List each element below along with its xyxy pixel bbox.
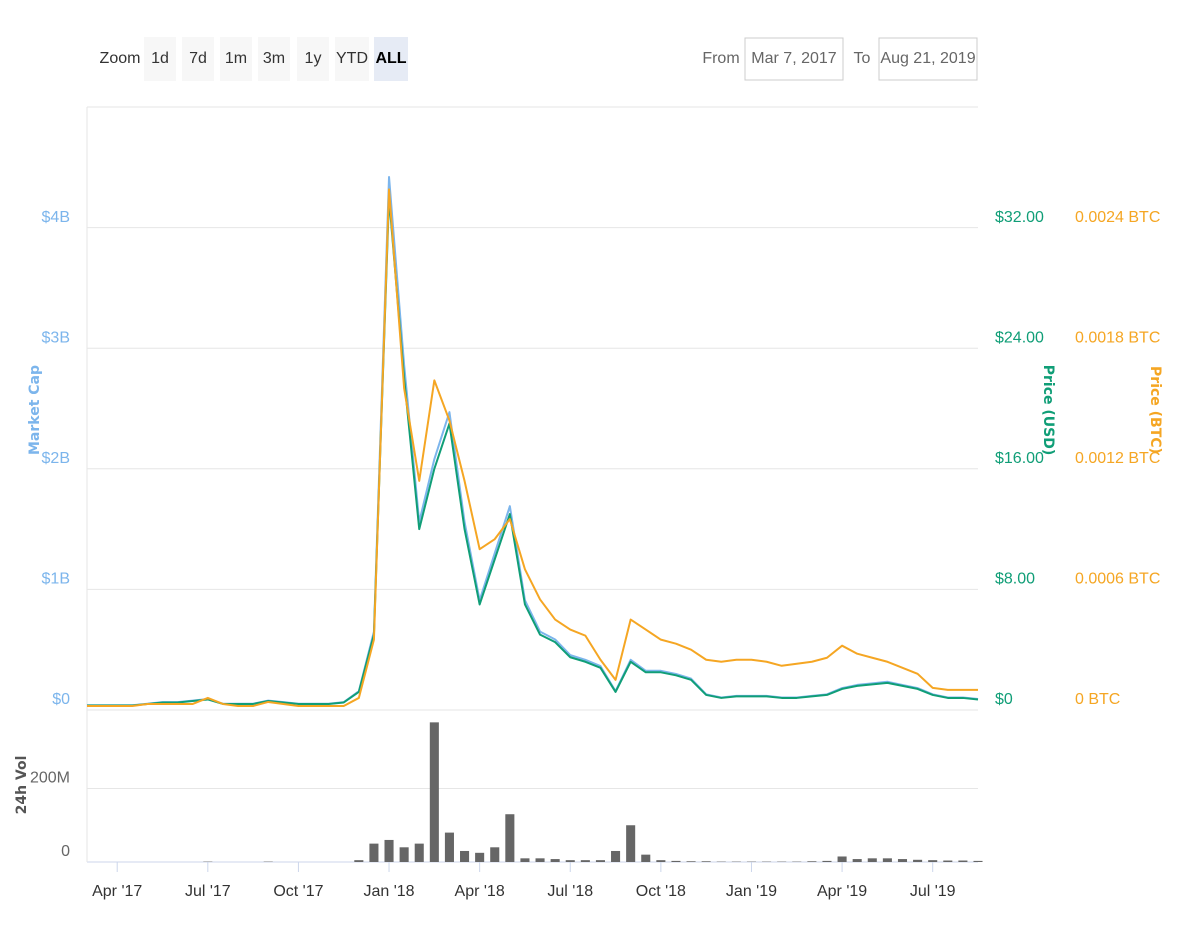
volume-bar <box>701 861 711 862</box>
y-tick-label: $4B <box>42 209 70 226</box>
zoom-button-label[interactable]: 1y <box>305 50 322 67</box>
zoom-button-label[interactable]: 1d <box>151 50 169 67</box>
zoom-button[interactable] <box>182 37 214 81</box>
y3-tick-label: 0.0024 BTC <box>1075 209 1160 226</box>
series-line <box>87 188 978 707</box>
volume-bar <box>882 858 892 862</box>
axis-title: Market Cap <box>27 365 43 455</box>
volume-bar <box>897 859 908 862</box>
volume-bar <box>354 860 364 862</box>
y3-tick-label: 0.0012 BTC <box>1075 450 1160 467</box>
volume-bar <box>460 850 470 862</box>
volume-bar <box>852 859 862 862</box>
volume-bar <box>928 860 938 862</box>
volume-bar <box>535 858 545 862</box>
labels: $0 $1B $2B $3B $4B $0 $8.00 $16.00 $24.00 $32.00 0… <box>14 209 1163 900</box>
axis-title: Price (BTC) <box>1147 366 1163 454</box>
volume-bar <box>399 847 409 862</box>
y3-tick-label: 0 BTC <box>1075 691 1120 708</box>
volume-bar <box>656 860 666 862</box>
volume-bar <box>565 860 575 862</box>
y-tick-label: $1B <box>42 571 70 588</box>
volume-bar <box>958 860 968 862</box>
axis-title: Price (USD) <box>1040 365 1056 456</box>
volume-bar <box>475 852 485 862</box>
y-tick-label: $0 <box>52 691 70 708</box>
controls: Zoom 1d 7d 1m 3m 1y YTD ALL From Mar 7, 2017 To Aug… <box>100 37 978 81</box>
zoom-button-label[interactable]: YTD <box>336 50 368 67</box>
x-tick-label: Jul '18 <box>547 883 593 900</box>
volume-bar <box>595 860 605 862</box>
to-input[interactable] <box>878 37 978 81</box>
volume-bar <box>429 722 439 862</box>
volume-bar <box>444 832 454 862</box>
volume-bar <box>414 843 424 862</box>
volume-bar <box>973 860 983 862</box>
volume-bar <box>686 861 696 862</box>
zoom-button[interactable] <box>297 37 329 81</box>
y-tick-label: $2B <box>42 450 70 467</box>
x-tick-label: Jul '19 <box>910 883 956 900</box>
volume-bar <box>867 858 877 862</box>
volume-bar <box>943 860 953 862</box>
volume-bar <box>807 861 817 862</box>
volume-bar <box>384 839 394 862</box>
to-label: To <box>854 50 871 67</box>
zoom-button-label[interactable]: 7d <box>189 50 207 67</box>
y2-tick-label: $32.00 <box>995 209 1044 226</box>
from-input[interactable] <box>744 37 844 81</box>
zoom-button[interactable] <box>220 37 252 81</box>
volume-bar <box>822 860 832 862</box>
x-tick-label: Jan '19 <box>726 883 777 900</box>
x-tick-label: Oct '18 <box>636 883 686 900</box>
volume-bar <box>520 858 530 862</box>
volume-bar <box>505 814 515 862</box>
series-line <box>87 175 979 707</box>
zoom-label: Zoom <box>100 50 141 67</box>
zoom-button[interactable] <box>335 37 369 81</box>
zoom-button[interactable] <box>258 37 290 81</box>
zoom-button[interactable] <box>144 37 176 81</box>
volume-bar <box>837 856 847 862</box>
grid <box>86 106 978 872</box>
x-tick-label: Apr '18 <box>455 883 505 900</box>
x-tick-label: Jan '18 <box>363 883 414 900</box>
volume-bar <box>641 854 651 862</box>
x-tick-label: Oct '17 <box>273 883 323 900</box>
y2-tick-label: $16.00 <box>995 450 1044 467</box>
volume-bar <box>550 859 560 862</box>
zoom-button-label[interactable]: 3m <box>263 50 285 67</box>
zoom-button-label[interactable]: ALL <box>375 50 406 67</box>
volume-bar <box>580 860 590 862</box>
zoom-button[interactable] <box>374 37 408 81</box>
zoom-button-label[interactable]: 1m <box>225 50 247 67</box>
y2-tick-label: $8.00 <box>995 571 1035 588</box>
y3-tick-label: 0.0006 BTC <box>1075 571 1160 588</box>
volume-axis-title: 24h Vol <box>14 756 30 815</box>
from-value[interactable]: Mar 7, 2017 <box>751 50 836 67</box>
y2-tick-label: $0 <box>995 691 1013 708</box>
x-tick-label: Jul '17 <box>185 883 231 900</box>
to-value[interactable]: Aug 21, 2019 <box>880 50 975 67</box>
volume-bar <box>626 825 636 862</box>
marks <box>87 175 983 862</box>
from-label: From <box>702 50 739 67</box>
y2-tick-label: $24.00 <box>995 329 1044 346</box>
y3-tick-label: 0.0018 BTC <box>1075 329 1160 346</box>
y-tick-label: $3B <box>42 329 70 346</box>
volume-tick-label: 0 <box>61 843 70 860</box>
x-tick-label: Apr '19 <box>817 883 867 900</box>
volume-bar <box>369 843 379 862</box>
volume-bar <box>611 850 621 862</box>
volume-tick-label: 200M <box>30 770 70 787</box>
volume-bar <box>490 847 500 862</box>
x-tick-label: Apr '17 <box>92 883 142 900</box>
series-line <box>87 196 979 707</box>
volume-bar <box>913 859 923 862</box>
volume-bar <box>671 860 681 862</box>
